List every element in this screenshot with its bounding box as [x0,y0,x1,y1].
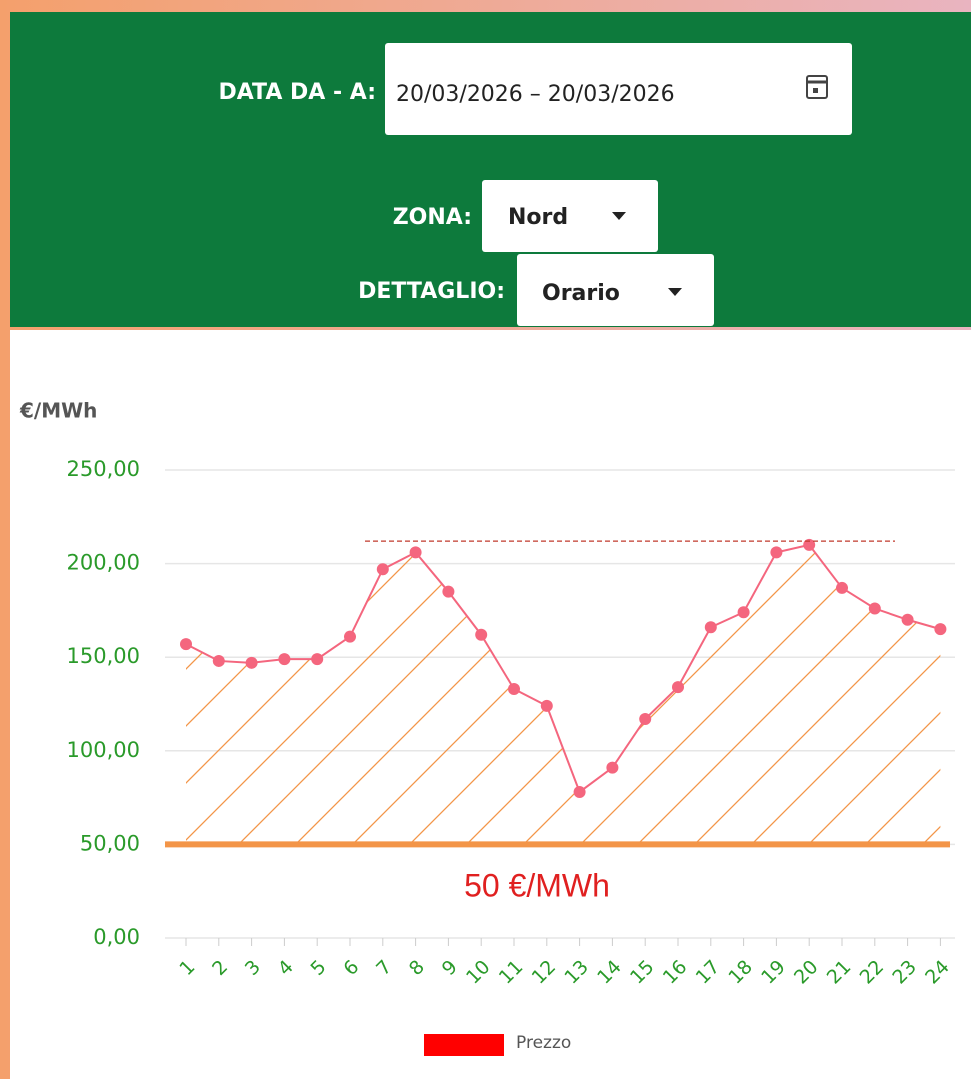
y-tick-label: 0,00 [93,925,140,949]
price-point [868,602,881,615]
price-point [573,785,586,798]
threshold-label: 50 €/MWh [464,867,610,903]
price-point [606,761,619,774]
detail-select[interactable] [517,254,714,326]
price-point [672,681,684,694]
price-point [278,653,291,666]
dropdown-arrow [612,212,626,220]
date-label: DATA DA - A: [218,80,376,105]
price-point [311,653,324,666]
price-point [508,683,520,696]
date-value: 20/03/2026 – 20/03/2026 [396,82,675,107]
detail-label: DETTAGLIO: [358,279,505,304]
price-point [737,606,750,619]
price-point [934,623,947,636]
hatched-area [186,544,941,845]
zone-label: ZONA: [393,205,472,230]
y-tick-label: 250,00 [67,457,140,481]
legend-swatch [424,1034,504,1056]
price-point [803,538,816,551]
zone-value: Nord [508,205,568,230]
date-input[interactable] [385,43,852,135]
price-point [901,613,914,626]
legend-label: Prezzo [516,1033,571,1053]
price-point [344,630,356,643]
y-axis-label: €/MWh [19,399,97,423]
price-point [836,581,848,594]
y-tick-label: 200,00 [67,551,140,575]
price-point [180,638,192,651]
price-point [704,621,717,634]
price-point [442,585,455,598]
y-tick-label: 150,00 [67,644,140,668]
dropdown-arrow [668,288,682,296]
price-point [540,699,553,712]
price-point [409,546,422,559]
detail-value: Orario [542,281,620,306]
y-tick-label: 50,00 [80,831,140,855]
price-point [770,546,783,559]
y-tick-label: 100,00 [67,738,140,762]
price-point [376,563,389,576]
price-point [639,712,652,725]
price-point [245,656,258,669]
zone-select[interactable] [482,180,658,252]
price-point [475,628,488,641]
calendar-icon[interactable] [806,75,828,99]
price-point [212,654,225,667]
